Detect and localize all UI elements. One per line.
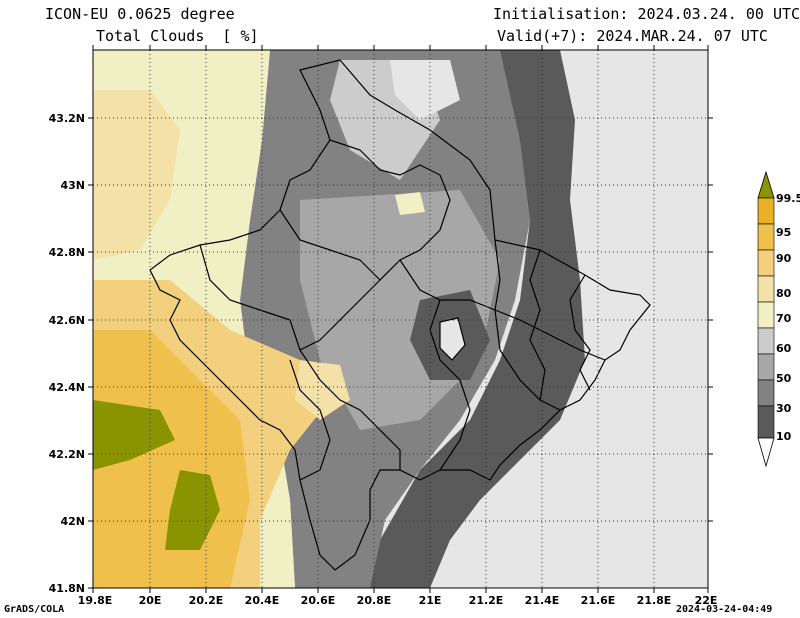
lon-label: 20.6E xyxy=(301,594,336,607)
cloud-band-dark xyxy=(360,50,585,588)
lon-label: 19.8E xyxy=(78,594,113,607)
lat-labels: 43.2N 43N 42.8N 42.6N 42.4N 42.2N 42N 41… xyxy=(49,112,85,595)
lat-label: 42N xyxy=(60,515,85,528)
lon-label: 21.6E xyxy=(581,594,616,607)
tick-marks xyxy=(88,45,713,593)
legend-swatch xyxy=(757,353,775,381)
lon-label: 21.4E xyxy=(525,594,560,607)
lon-label: 21.8E xyxy=(637,594,672,607)
cloud-field xyxy=(93,50,708,588)
cloud-patch-tan-north xyxy=(93,90,180,260)
legend-swatch xyxy=(757,379,775,407)
legend-label: 30 xyxy=(776,402,792,415)
valid-time: Valid(+7): 2024.MAR.24. 07 UTC xyxy=(497,27,768,45)
lon-label: 21.2E xyxy=(469,594,504,607)
legend-labels: 99.5 95 90 85 80 70 60 50 30 10 xyxy=(776,192,800,443)
inner-border-10 xyxy=(529,249,546,401)
inner-border-1 xyxy=(299,139,451,351)
admin-borders xyxy=(149,59,651,571)
inner-border-9 xyxy=(569,274,591,391)
inner-border-7 xyxy=(199,244,301,351)
legend-swatch xyxy=(757,223,775,251)
legend-label: 90 xyxy=(776,252,792,265)
legend-swatch xyxy=(757,197,775,225)
lat-label: 42.2N xyxy=(49,448,85,461)
inner-border-5 xyxy=(299,349,401,470)
clear-patch-north xyxy=(390,60,460,120)
lon-label: 21E xyxy=(419,594,442,607)
map-frame xyxy=(92,49,709,589)
clear-patch-center xyxy=(440,318,465,360)
outer-border xyxy=(149,59,651,571)
legend-label: 95 xyxy=(776,226,791,239)
lon-label: 20.8E xyxy=(357,594,392,607)
lake-outline xyxy=(439,317,466,361)
lon-labels: 19.8E 20E 20.2E 20.4E 20.6E 20.8E 21E 21… xyxy=(78,594,718,607)
color-legend: 99.5 95 90 85 80 70 60 50 30 10 xyxy=(757,170,800,468)
cloud-patch-tan-center xyxy=(295,360,350,420)
legend-arrow-bottom xyxy=(757,437,775,468)
lat-label: 41.8N xyxy=(49,582,85,595)
lon-label: 20.2E xyxy=(189,594,224,607)
legend-label: 80 xyxy=(776,287,792,300)
lat-label: 43N xyxy=(60,179,85,192)
legend-swatch xyxy=(757,301,775,329)
footer-right: 2024-03-24-04:49 xyxy=(676,604,773,615)
lat-label: 42.8N xyxy=(49,246,85,259)
lat-label: 42.4N xyxy=(49,381,85,394)
legend-label: 50 xyxy=(776,372,792,385)
lat-lon-grid xyxy=(93,50,708,588)
inner-border-2 xyxy=(279,209,381,281)
legend-label: 99.5 xyxy=(776,192,800,205)
footer-left: GrADS/COLA xyxy=(4,604,65,615)
light-patch-north xyxy=(395,192,425,215)
legend-label: 10 xyxy=(776,430,792,443)
lon-label: 22E xyxy=(695,594,718,607)
legend-swatch xyxy=(757,249,775,277)
legend-label: 70 xyxy=(776,312,792,325)
init-time: Initialisation: 2024.03.24. 00 UTC xyxy=(493,5,800,23)
legend-swatch xyxy=(757,275,775,303)
legend-swatch xyxy=(757,327,775,355)
inner-border-8 xyxy=(289,359,331,481)
lon-label: 20.4E xyxy=(245,594,280,607)
lat-label: 42.6N xyxy=(49,314,85,327)
model-title: ICON-EU 0.0625 degree xyxy=(45,5,235,23)
legend-swatch xyxy=(757,405,775,439)
lon-label: 20E xyxy=(139,594,162,607)
legend-arrow-top xyxy=(757,170,775,199)
cloud-region-olive-west xyxy=(93,400,175,470)
variable-title: Total Clouds [ %] xyxy=(96,27,259,45)
legend-label: 60 xyxy=(776,342,792,355)
lat-label: 43.2N xyxy=(49,112,85,125)
